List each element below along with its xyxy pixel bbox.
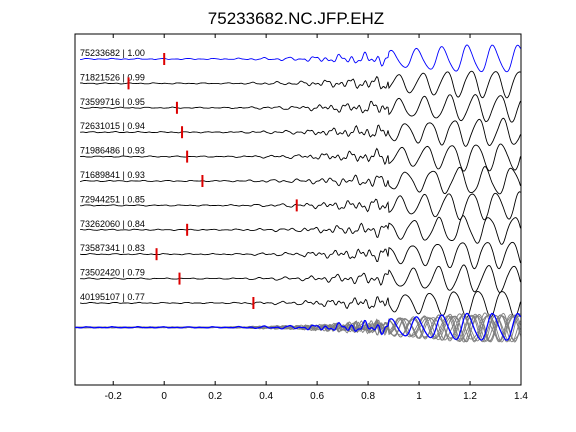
trace-label-72944251: 72944251 | 0.85 bbox=[80, 194, 145, 204]
trace-group bbox=[80, 44, 521, 319]
x-tick-label-7: 1.2 bbox=[463, 391, 477, 402]
trace-label-71986486: 71986486 | 0.93 bbox=[80, 146, 145, 156]
trace-line-72944251 bbox=[80, 191, 521, 221]
stack-reference-line bbox=[74, 312, 522, 341]
x-tick-label-2: 0.2 bbox=[208, 391, 222, 402]
trace-label-75233682: 75233682 | 1.00 bbox=[80, 48, 145, 58]
x-tick-label-8: 1.4 bbox=[514, 391, 528, 402]
trace-line-73502420 bbox=[80, 264, 521, 293]
chart-title: 75233682.NC.JFP.EHZ bbox=[208, 9, 384, 28]
trace-label-71821526: 71821526 | 0.99 bbox=[80, 72, 145, 82]
trace-label-71689841: 71689841 | 0.93 bbox=[80, 170, 145, 180]
x-tick-label-1: 0 bbox=[161, 391, 167, 402]
pick-marker-group bbox=[127, 53, 298, 309]
x-tick-label-5: 0.8 bbox=[361, 391, 375, 402]
trace-line-71689841 bbox=[80, 165, 521, 195]
trace-line-75233682 bbox=[80, 44, 521, 73]
x-tick-label-0: -0.2 bbox=[105, 391, 123, 402]
trace-line-73262060 bbox=[80, 215, 521, 245]
trace-label-73599716: 73599716 | 0.95 bbox=[80, 97, 145, 107]
trace-label-72631015: 72631015 | 0.94 bbox=[80, 121, 145, 131]
trace-line-73587341 bbox=[80, 241, 521, 270]
trace-label-73262060: 73262060 | 0.84 bbox=[80, 219, 145, 229]
x-axis-ticks: -0.2 0 0.2 0.4 0.6 0.8 1 1.2 1.4 bbox=[105, 34, 528, 402]
trace-line-72631015 bbox=[80, 117, 521, 147]
x-tick-label-6: 1 bbox=[416, 391, 422, 402]
trace-line-40195107 bbox=[80, 291, 521, 319]
trace-label-73587341: 73587341 | 0.83 bbox=[80, 243, 145, 253]
x-tick-label-3: 0.4 bbox=[259, 391, 273, 402]
stack-trace-group bbox=[74, 312, 522, 343]
trace-label-group: 75233682 | 1.00 71821526 | 0.99 73599716 |… bbox=[80, 48, 145, 302]
trace-line-71986486 bbox=[80, 143, 521, 172]
trace-line-71821526 bbox=[80, 70, 521, 99]
trace-label-73502420: 73502420 | 0.79 bbox=[80, 268, 145, 278]
x-tick-label-4: 0.6 bbox=[310, 391, 324, 402]
trace-line-73599716 bbox=[80, 94, 521, 123]
trace-label-40195107: 40195107 | 0.77 bbox=[80, 292, 145, 302]
